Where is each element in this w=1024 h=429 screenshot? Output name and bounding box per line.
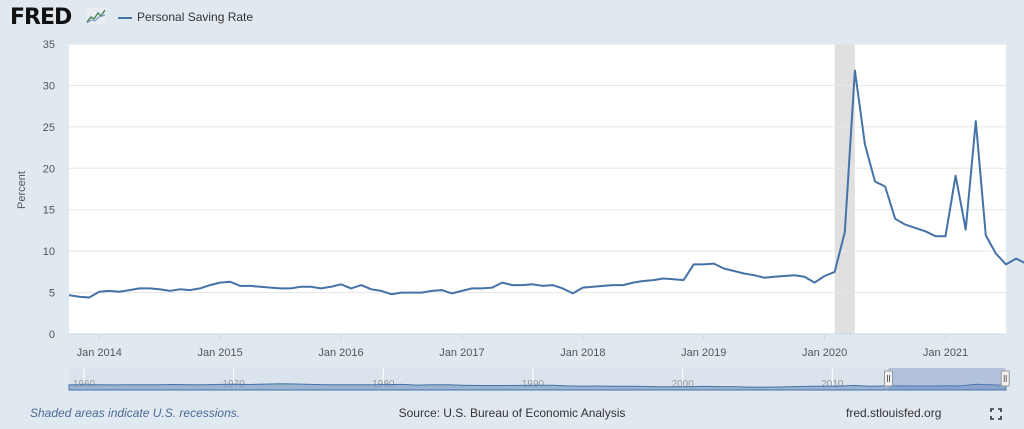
x-tick-label: Jan 2021 [923, 347, 968, 359]
y-tick-label: 30 [43, 80, 55, 92]
x-tick-label: Jan 2018 [560, 347, 605, 359]
x-tick-label: Jan 2020 [802, 347, 847, 359]
plot-area [69, 44, 1006, 334]
fred-chart-logo-icon [86, 8, 106, 24]
y-tick-label: 10 [43, 246, 55, 258]
navigator-tick-label: 2000 [672, 379, 695, 390]
y-tick-label: 20 [43, 163, 55, 175]
fred-logo[interactable]: FRED [10, 5, 72, 30]
source-text: Source: U.S. Bureau of Economic Analysis [398, 406, 626, 420]
recession-band [834, 44, 855, 334]
series-layer [68, 69, 1024, 299]
recession-layer [834, 44, 855, 334]
x-tick-label: Jan 2016 [318, 347, 363, 359]
y-axis-ticks: 0 5 10 15 20 25 30 35 [43, 39, 55, 341]
legend-swatch [118, 16, 132, 19]
y-tick-label: 15 [43, 205, 55, 217]
y-tick-label: 25 [43, 122, 55, 134]
navigator-selection[interactable] [884, 368, 1010, 390]
x-tick-label: Jan 2014 [77, 347, 122, 359]
series-line [68, 69, 1024, 299]
navigator[interactable]: 196019701980199020002010 [68, 368, 1010, 391]
chart-header: FRED Personal Saving Rate [0, 0, 1024, 36]
navigator-selected-range [888, 368, 1006, 390]
legend-label: Personal Saving Rate [137, 10, 254, 24]
x-tick-label: Jan 2019 [681, 347, 726, 359]
x-axis-ticks: Jan 2014 Jan 2015 Jan 2016 Jan 2017 Jan 2018… [77, 334, 968, 359]
site-link[interactable]: fred.stlouisfed.org [846, 406, 942, 420]
y-tick-label: 35 [43, 39, 55, 51]
navigator-left-handle[interactable] [884, 370, 894, 387]
x-tick-label: Jan 2015 [197, 347, 242, 359]
y-tick-label: 0 [49, 329, 55, 341]
navigator-tick-label: 1990 [522, 379, 545, 390]
y-axis-label: Percent [16, 171, 28, 209]
legend-item[interactable]: Personal Saving Rate [118, 10, 253, 24]
navigator-overview [68, 383, 1007, 391]
recession-note: Shaded areas indicate U.S. recessions. [30, 406, 241, 420]
navigator-tick-label: 2010 [821, 379, 844, 390]
fullscreen-icon[interactable] [990, 408, 1002, 420]
navigator-right-handle[interactable] [1000, 370, 1010, 387]
grid-layer [69, 43, 1006, 335]
navigator-area [68, 383, 1007, 391]
x-tick-label: Jan 2017 [439, 347, 484, 359]
y-tick-label: 5 [49, 288, 55, 300]
